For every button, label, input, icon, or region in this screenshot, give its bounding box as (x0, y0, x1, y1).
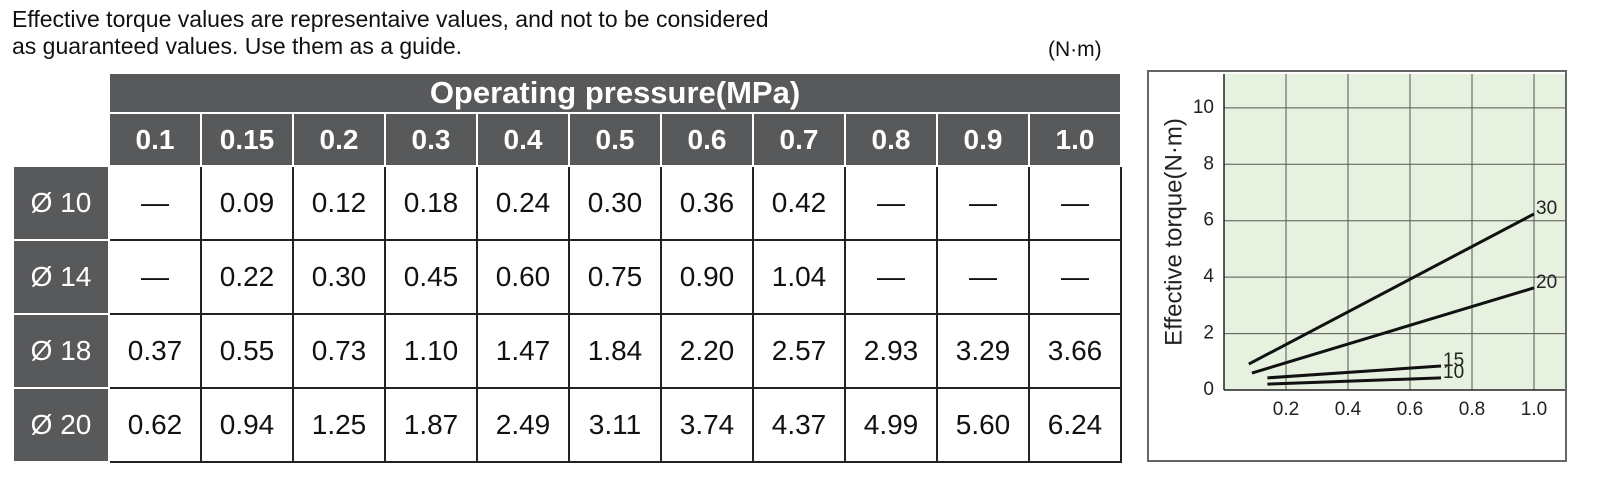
cell: 5.60 (936, 387, 1030, 463)
note-line: as guaranteed values. Use them as a guid… (12, 33, 463, 59)
series-label: 10 (1443, 362, 1464, 383)
cell: — (1028, 165, 1122, 241)
cell: 2.49 (476, 387, 570, 463)
row-header: Ø 10 (12, 165, 110, 241)
y-tick-label: 8 (1203, 153, 1214, 174)
header-title: Operating pressure(MPa) (108, 72, 1122, 114)
cell: 0.22 (200, 239, 294, 315)
blank (13, 73, 109, 113)
cell: 1.04 (752, 239, 846, 315)
cell: 1.25 (292, 387, 386, 463)
x-tick-label: 1.0 (1521, 399, 1547, 420)
cell: 4.37 (752, 387, 846, 463)
column-header: 0.5 (568, 112, 662, 167)
cell: 2.57 (752, 313, 846, 389)
cell: 6.24 (1028, 387, 1122, 463)
y-axis-label: Effective torque(N·m) (1160, 118, 1187, 346)
cell: 0.62 (108, 387, 202, 463)
cell: 2.20 (660, 313, 754, 389)
series-line (1267, 364, 1442, 380)
cell: 3.66 (1028, 313, 1122, 389)
cell: 4.99 (844, 387, 938, 463)
cell: 0.90 (660, 239, 754, 315)
series-label: 30 (1536, 198, 1557, 219)
cell: — (108, 165, 202, 241)
cell: — (844, 165, 938, 241)
blank (13, 113, 109, 166)
cell: 0.18 (384, 165, 478, 241)
row-header: Ø 18 (12, 313, 110, 389)
y-tick-label: 10 (1193, 97, 1214, 118)
column-header: 0.7 (752, 112, 846, 167)
cell: 0.12 (292, 165, 386, 241)
series-label: 15 (1443, 350, 1464, 371)
cell: 0.45 (384, 239, 478, 315)
y-tick-label: 0 (1203, 379, 1214, 400)
cell: 0.73 (292, 313, 386, 389)
cell: — (1028, 239, 1122, 315)
cell: 1.10 (384, 313, 478, 389)
note-line: Effective torque values are representaiv… (12, 6, 769, 32)
column-row: 0.1 0.15 0.2 0.3 0.4 0.5 0.6 0.7 0.8 0.9 1.0 (13, 112, 1122, 167)
unit: (N·m) (1048, 38, 1102, 61)
column-header: 0.2 (292, 112, 386, 167)
cell: 0.55 (200, 313, 294, 389)
cell: — (844, 239, 938, 315)
cell: — (936, 239, 1030, 315)
y-tick-label: 2 (1203, 323, 1214, 344)
column-header: 0.4 (476, 112, 570, 167)
cell: 0.36 (660, 165, 754, 241)
cell: — (108, 239, 202, 315)
series-line (1248, 212, 1535, 366)
x-tick-label: 0.8 (1459, 399, 1485, 420)
cell: 0.30 (568, 165, 662, 241)
cell: 0.24 (476, 165, 570, 241)
chart: 0 2 4 6 8 10 0.2 0.4 0.6 0.8 1.0 Effective torque(N… (1147, 70, 1567, 462)
table-row: Ø 18 0.37 0.55 0.73 1.10 1.47 1.84 2.20 2.57 2.93… (12, 313, 1122, 389)
row-header: Ø 14 (12, 239, 110, 315)
header-row: Operating pressure(MPa) (13, 72, 1122, 114)
table-row: Ø 14—0.22 0.30 0.45 0.60 0.75 0.90 1.04— — — (12, 239, 1122, 315)
torque-table: Operating pressure(MPa) 0.1 0.15 0.2 0.3 0.4 0… (12, 72, 1122, 463)
cell: 3.29 (936, 313, 1030, 389)
series-line (1251, 286, 1535, 375)
column-header: 0.9 (936, 112, 1030, 167)
cell: 0.09 (200, 165, 294, 241)
cell: 3.11 (568, 387, 662, 463)
cell: 0.75 (568, 239, 662, 315)
cell: — (936, 165, 1030, 241)
cell: 1.84 (568, 313, 662, 389)
cell: 1.47 (476, 313, 570, 389)
column-header: 0.1 (108, 112, 202, 167)
column-header: 0.3 (384, 112, 478, 167)
cell: 0.42 (752, 165, 846, 241)
cell: 0.30 (292, 239, 386, 315)
table-row: Ø 10—0.09 0.12 0.18 0.24 0.30 0.36 0.42— — — (12, 165, 1122, 241)
y-tick-label: 4 (1203, 266, 1214, 287)
cell: 3.74 (660, 387, 754, 463)
series-label: 20 (1536, 272, 1557, 293)
column-header: 0.15 (200, 112, 294, 167)
x-tick-label: 0.4 (1335, 399, 1362, 420)
cell: 0.37 (108, 313, 202, 389)
cell: 1.87 (384, 387, 478, 463)
column-header: 1.0 (1028, 112, 1122, 167)
plot-area (1224, 74, 1565, 390)
cell: 2.93 (844, 313, 938, 389)
cell: 0.94 (200, 387, 294, 463)
table-row: Ø 20 0.62 0.94 1.25 1.87 2.49 3.11 3.74 4.37 4.99… (12, 387, 1122, 463)
column-header: 0.8 (844, 112, 938, 167)
column-header: 0.6 (660, 112, 754, 167)
x-tick-label: 0.6 (1397, 399, 1423, 420)
cell: 0.60 (476, 239, 570, 315)
y-tick-label: 6 (1203, 210, 1214, 231)
series-line (1267, 376, 1442, 386)
row-header: Ø 20 (12, 387, 110, 463)
x-tick-label: 0.2 (1273, 399, 1299, 420)
